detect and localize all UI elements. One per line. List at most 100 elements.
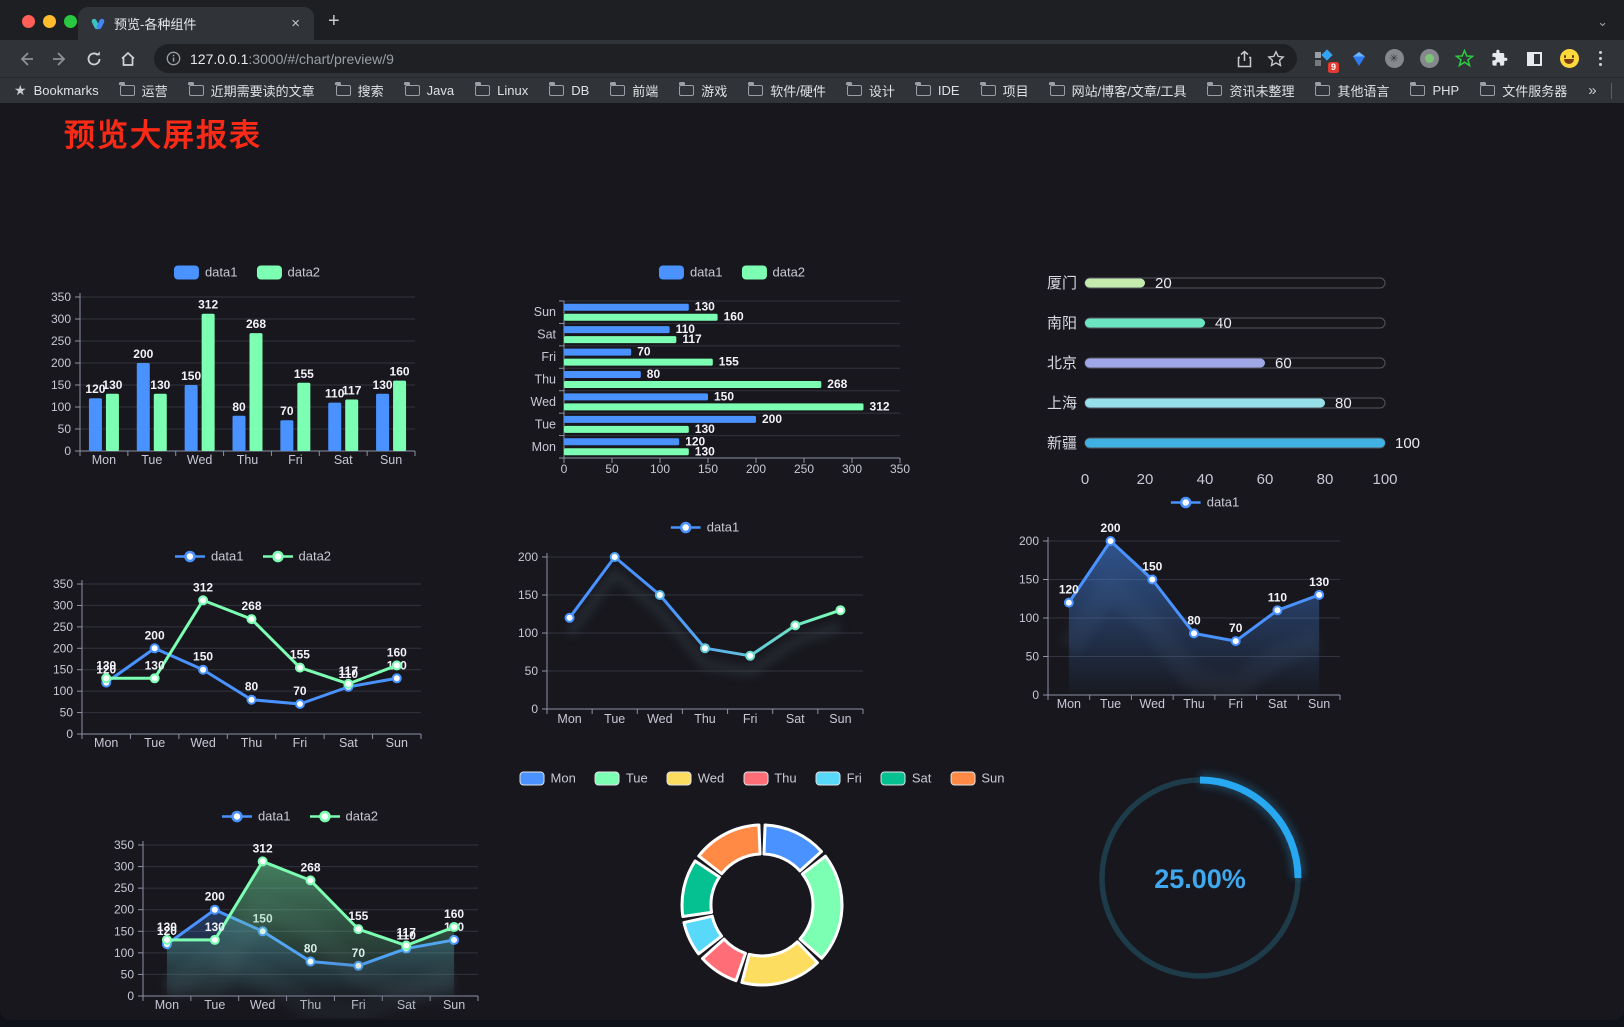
bookmark-folder[interactable]: Java	[404, 81, 454, 100]
svg-text:250: 250	[51, 334, 71, 348]
bookmark-folder[interactable]: 搜索	[335, 81, 384, 100]
legend-item[interactable]: data2	[309, 809, 378, 824]
legend-item[interactable]: data1	[1170, 494, 1240, 510]
legend-label: Mon	[550, 770, 576, 786]
maximize-window-button[interactable]	[64, 15, 77, 28]
legend-label: Wed	[697, 770, 725, 786]
bookmark-folder[interactable]: DB	[548, 81, 589, 100]
legend-item[interactable]: data2	[256, 265, 320, 280]
svg-text:200: 200	[1101, 521, 1121, 535]
extension-dot-icon[interactable]	[1418, 48, 1440, 70]
svg-text:130: 130	[1309, 575, 1329, 589]
bookmarks-right-group: » 其他书签	[1588, 81, 1624, 100]
svg-text:150: 150	[1142, 560, 1162, 574]
legend-item[interactable]: data1	[221, 809, 291, 824]
bookmark-folder[interactable]: PHP	[1409, 81, 1459, 100]
svg-text:Wed: Wed	[531, 395, 557, 409]
legend-item[interactable]: data2	[741, 265, 805, 280]
svg-text:120: 120	[96, 663, 116, 677]
extension-gem-icon[interactable]	[1348, 48, 1370, 70]
url-path: :3000/#/chart/preview/9	[248, 50, 394, 67]
extension-star-icon[interactable]	[1453, 48, 1475, 70]
svg-text:312: 312	[870, 399, 890, 413]
back-button[interactable]	[12, 45, 40, 73]
address-bar[interactable]: 127.0.0.1:3000/#/chart/preview/9	[154, 44, 1297, 73]
chart-legend: data1 data2	[221, 809, 378, 824]
bookmark-folder-label: 软件/硬件	[770, 84, 826, 99]
site-info-icon[interactable]	[166, 51, 181, 66]
legend-item[interactable]: data1	[658, 264, 723, 280]
svg-text:160: 160	[724, 310, 744, 324]
legend-item[interactable]: data1	[174, 549, 244, 564]
svg-text:110: 110	[339, 667, 359, 681]
legend-item[interactable]: Wed	[666, 770, 725, 786]
svg-text:Sun: Sun	[829, 712, 851, 726]
extension-command-icon[interactable]: ✳	[1383, 48, 1405, 70]
bookmark-folder[interactable]: 文件服务器	[1479, 81, 1567, 100]
legend-label: data1	[689, 264, 723, 280]
svg-text:120: 120	[1059, 583, 1079, 597]
legend-label: data1	[1206, 494, 1240, 510]
bookmark-folder[interactable]: 近期需要读的文章	[188, 81, 315, 100]
svg-text:150: 150	[698, 462, 718, 476]
extension-emoji-icon[interactable]	[1558, 48, 1580, 70]
tab-strip: 预览-各种组件 × + ⌄	[0, 0, 1624, 40]
legend-item[interactable]: Sun	[950, 771, 1004, 786]
legend-item[interactable]: Fri	[815, 771, 862, 786]
extensions-row: 9 ✳	[1309, 48, 1612, 73]
tab-close-icon[interactable]: ×	[291, 15, 300, 32]
browser-menu-button[interactable]	[1593, 51, 1608, 66]
bookmark-folder[interactable]: 项目	[980, 81, 1029, 100]
svg-text:200: 200	[205, 890, 225, 904]
bookmark-folder[interactable]: 网站/博客/文章/工具	[1049, 81, 1187, 100]
reload-button[interactable]	[80, 45, 108, 73]
new-tab-button[interactable]: +	[328, 10, 340, 32]
extension-grid-icon[interactable]: 9	[1313, 48, 1339, 73]
svg-text:312: 312	[253, 841, 273, 855]
home-button[interactable]	[114, 45, 142, 73]
svg-text:130: 130	[102, 378, 122, 392]
home-icon	[121, 51, 135, 66]
legend-item[interactable]: Thu	[743, 771, 797, 786]
svg-text:130: 130	[150, 378, 170, 392]
bookmark-folder[interactable]: 资讯未整理	[1206, 81, 1294, 100]
legend-item[interactable]: Sat	[880, 771, 931, 786]
legend-item[interactable]: data1	[173, 265, 238, 280]
bookmarks-overflow-chevron[interactable]: »	[1588, 82, 1597, 99]
bookmark-folder[interactable]: 其他语言	[1314, 81, 1389, 100]
legend-item[interactable]: Mon	[519, 770, 576, 786]
browser-tab[interactable]: 预览-各种组件 ×	[78, 7, 314, 40]
legend-item[interactable]: Tue	[594, 771, 648, 786]
forward-button[interactable]	[46, 45, 74, 73]
svg-text:250: 250	[114, 881, 134, 895]
legend-item[interactable]: data2	[262, 549, 331, 564]
extensions-puzzle-button[interactable]	[1488, 48, 1510, 70]
extension-splitview-icon[interactable]	[1523, 48, 1545, 70]
share-icon[interactable]	[1236, 50, 1253, 68]
svg-text:Sat: Sat	[1268, 697, 1287, 711]
folder-icon	[678, 81, 695, 96]
svg-text:Sat: Sat	[537, 328, 556, 342]
chart-bar-horizontal: 0 50 100 150 200 250 300 350 Sun 130 160 Sat 110 117 F…	[500, 253, 930, 488]
svg-text:北京: 北京	[1047, 355, 1077, 372]
tab-search-chevron-icon[interactable]: ⌄	[1597, 14, 1608, 29]
bookmark-folder[interactable]: Linux	[474, 81, 528, 100]
bookmarks-manager-item[interactable]: ★ Bookmarks	[14, 82, 99, 99]
window-controls	[22, 15, 77, 28]
svg-text:0: 0	[66, 727, 73, 741]
bookmark-folder[interactable]: 软件/硬件	[747, 81, 826, 100]
svg-text:Sat: Sat	[334, 453, 353, 467]
svg-text:300: 300	[53, 598, 73, 612]
bookmark-folder[interactable]: IDE	[915, 81, 960, 100]
bookmark-folder[interactable]: 运营	[119, 81, 168, 100]
bookmark-folder-label: 网站/博客/文章/工具	[1071, 84, 1187, 99]
bookmark-folder[interactable]: 前端	[609, 81, 658, 100]
svg-text:80: 80	[1335, 395, 1352, 412]
close-window-button[interactable]	[22, 15, 35, 28]
bookmark-star-icon[interactable]	[1267, 49, 1285, 68]
minimize-window-button[interactable]	[43, 15, 56, 28]
bookmark-folder[interactable]: 游戏	[678, 81, 727, 100]
legend-item[interactable]: data1	[670, 520, 739, 535]
bookmark-folder[interactable]: 设计	[846, 81, 895, 100]
legend-swatch	[670, 521, 701, 533]
